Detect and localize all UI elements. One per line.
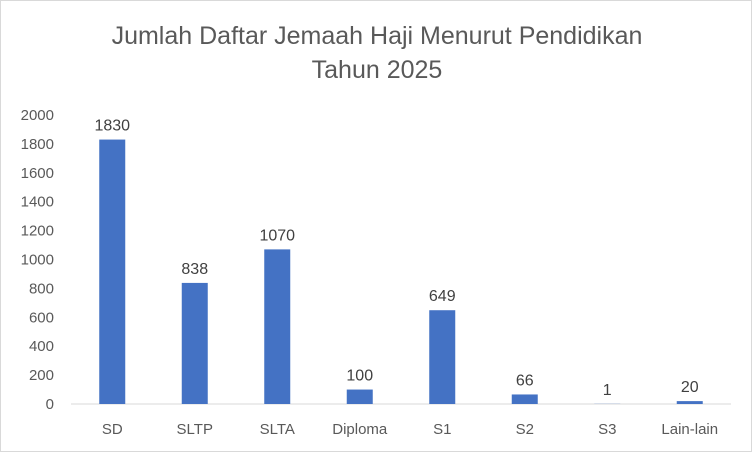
- y-tick-label: 200: [29, 367, 54, 384]
- data-label: 1830: [94, 118, 130, 135]
- x-tick-label: S2: [516, 421, 534, 438]
- chart-title-line-2: Tahun 2025: [311, 56, 443, 84]
- x-tick-label: S1: [433, 421, 451, 438]
- y-tick-label: 2000: [21, 107, 54, 124]
- chart-title-line-1: Jumlah Daftar Jemaah Haji Menurut Pendid…: [111, 22, 643, 50]
- chart-title: Jumlah Daftar Jemaah Haji Menurut Pendid…: [1, 19, 751, 87]
- bar: [99, 139, 126, 404]
- bar: [181, 282, 208, 404]
- x-tick-label: Lain-lain: [661, 421, 718, 438]
- bar: [511, 394, 538, 404]
- y-tick-label: 1600: [21, 165, 54, 182]
- data-label: 1: [603, 382, 612, 399]
- bar: [429, 310, 456, 404]
- bar: [264, 249, 291, 404]
- x-tick-label: Diploma: [332, 421, 388, 438]
- y-tick-label: 800: [29, 280, 54, 297]
- y-tick-label: 600: [29, 309, 54, 326]
- bar: [676, 401, 703, 404]
- data-label: 838: [181, 261, 208, 278]
- x-tick-label: SD: [102, 421, 123, 438]
- x-tick-label: SLTP: [177, 421, 213, 438]
- y-tick-label: 0: [46, 396, 54, 413]
- x-tick-label: SLTA: [260, 421, 295, 438]
- data-label: 1070: [259, 227, 295, 244]
- y-tick-label: 1200: [21, 223, 54, 240]
- data-label: 20: [681, 379, 699, 396]
- bar: [346, 389, 373, 404]
- y-tick-label: 1800: [21, 136, 54, 153]
- x-tick-label: S3: [598, 421, 616, 438]
- y-tick-label: 400: [29, 338, 54, 355]
- data-label: 66: [516, 372, 534, 389]
- data-label: 649: [429, 288, 456, 305]
- y-tick-label: 1000: [21, 252, 54, 269]
- y-tick-label: 1400: [21, 194, 54, 211]
- data-label: 100: [346, 368, 373, 385]
